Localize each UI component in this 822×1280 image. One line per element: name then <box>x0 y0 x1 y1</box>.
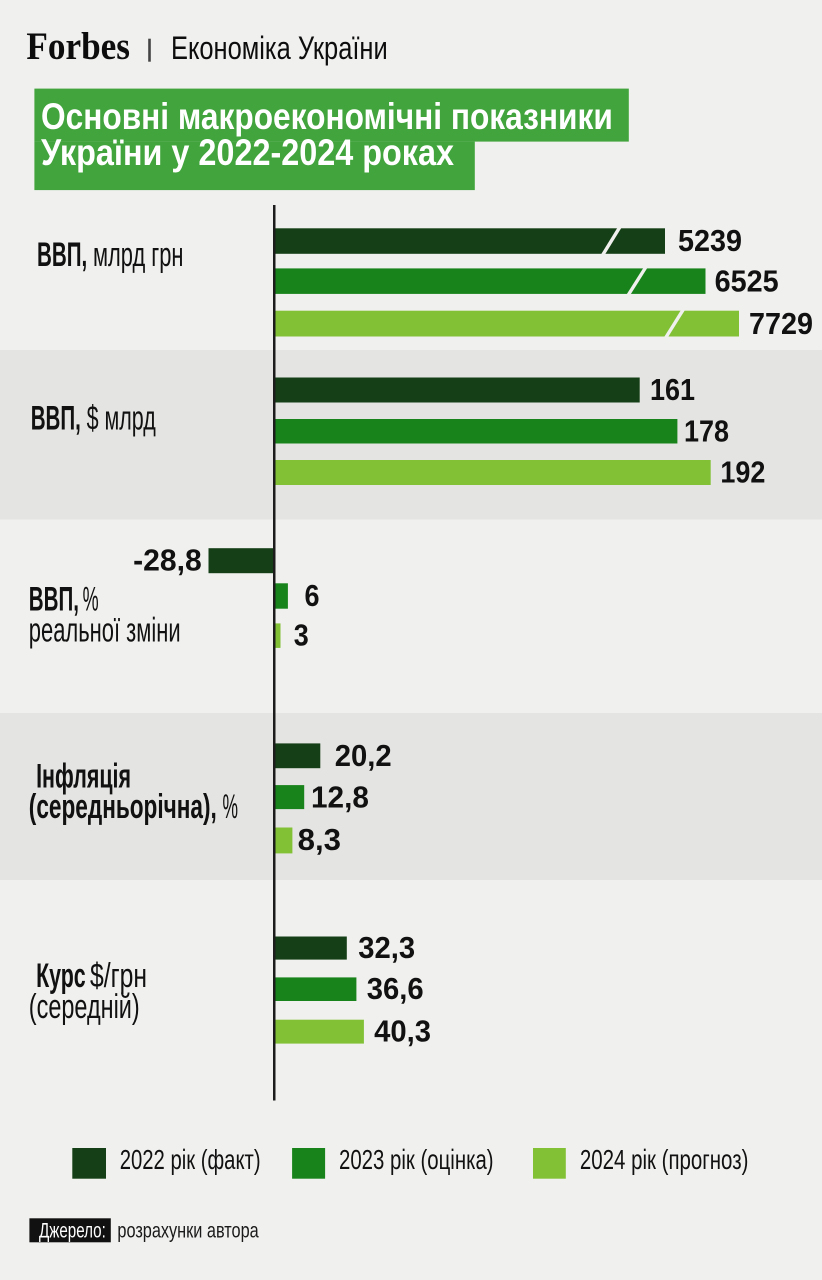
svg-text:(середній): (середній) <box>29 988 140 1026</box>
svg-text:3: 3 <box>294 619 309 653</box>
svg-text:Основні макроекономічні показн: Основні макроекономічні показники <box>41 95 613 137</box>
svg-text:ВВП,: ВВП, <box>31 400 81 438</box>
svg-text:Forbes: Forbes <box>26 25 130 68</box>
svg-text:8,3: 8,3 <box>298 823 341 857</box>
svg-text:реальної зміни: реальної зміни <box>29 612 181 650</box>
svg-text:Економіка України: Економіка України <box>171 29 388 66</box>
svg-text:192: 192 <box>720 456 765 490</box>
svg-text:розрахунки автора: розрахунки автора <box>117 1219 259 1242</box>
svg-text:України у 2022-2024 роках: України у 2022-2024 роках <box>41 131 454 173</box>
svg-text:5239: 5239 <box>678 224 742 258</box>
svg-text:2022 рік (факт): 2022 рік (факт) <box>120 1144 261 1175</box>
svg-text:36,6: 36,6 <box>367 972 424 1006</box>
svg-text:2024 рік (прогноз): 2024 рік (прогноз) <box>580 1144 749 1175</box>
svg-text:%: % <box>223 788 239 826</box>
svg-text:%: % <box>83 581 99 619</box>
svg-text:$/грн: $/грн <box>90 957 147 995</box>
svg-text:млрд грн: млрд грн <box>93 236 184 274</box>
svg-text:7729: 7729 <box>749 307 813 341</box>
svg-text:$ млрд: $ млрд <box>87 400 156 438</box>
svg-text:Інфляція: Інфляція <box>36 758 131 796</box>
svg-text:ВВП,: ВВП, <box>29 581 79 619</box>
svg-text:178: 178 <box>684 415 729 449</box>
svg-text:Курс: Курс <box>36 957 86 995</box>
svg-text:ВВП,: ВВП, <box>37 236 87 274</box>
svg-text:40,3: 40,3 <box>374 1015 431 1049</box>
svg-text:12,8: 12,8 <box>311 781 369 815</box>
svg-text:(середньорічна),: (середньорічна), <box>29 788 217 826</box>
svg-text:2023 рік (оцінка): 2023 рік (оцінка) <box>339 1144 494 1175</box>
svg-text:Джерело:: Джерело: <box>39 1219 106 1242</box>
svg-text:6: 6 <box>305 579 320 613</box>
svg-text:6525: 6525 <box>715 264 779 298</box>
svg-text:-28,8: -28,8 <box>133 544 202 578</box>
svg-text:32,3: 32,3 <box>358 931 415 965</box>
svg-text:161: 161 <box>650 373 695 407</box>
svg-text:20,2: 20,2 <box>335 739 392 773</box>
